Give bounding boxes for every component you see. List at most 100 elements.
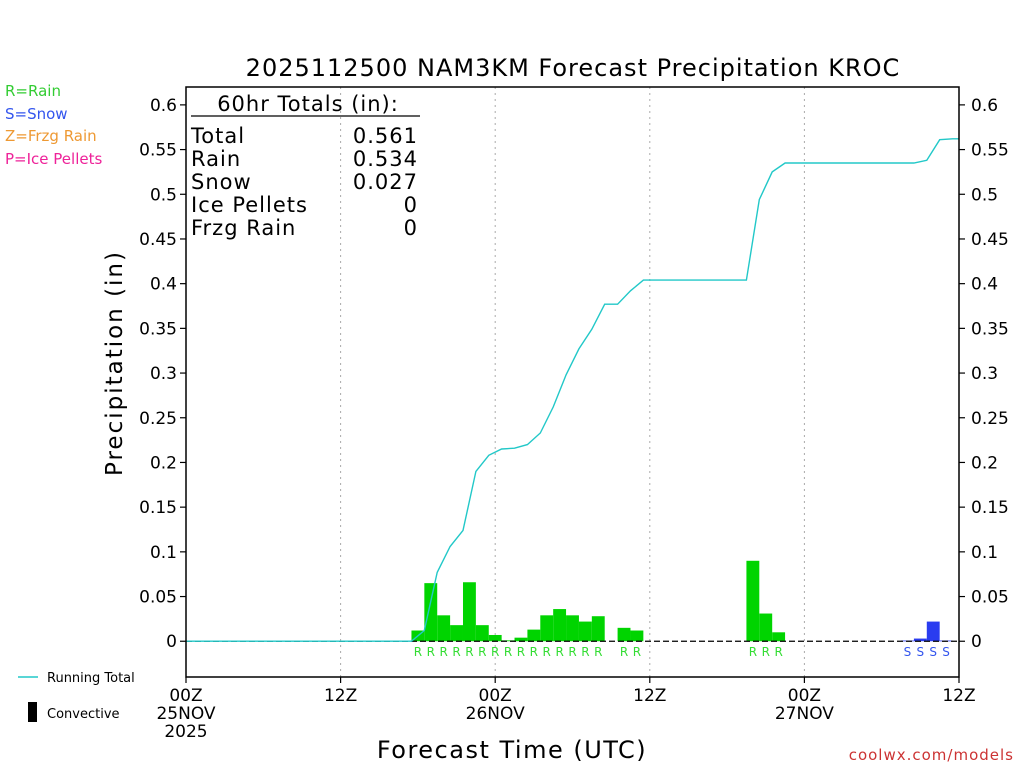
totals-value-0: 0.561	[353, 124, 418, 148]
y-axis-right: 0 0.05 0.1 0.15 0.2 0.25 0.3 0.35 0.4 0.45 0.5 0.55…	[959, 96, 1009, 652]
totals-label-2: Snow	[191, 170, 252, 194]
bar-hour-57	[913, 638, 927, 642]
precip-type-key: R=Rain S=Snow Z=Frzg Rain P=Ice Pellets	[5, 80, 102, 170]
bar-hour-29	[553, 609, 567, 642]
bar-hour-20	[437, 615, 451, 642]
totals-label-4: Frzg Rain	[191, 216, 296, 240]
type-letter-hour-44: R	[749, 645, 757, 659]
type-letter-hour-26: R	[517, 645, 525, 659]
ytick-label-left-8: 0.4	[150, 275, 177, 295]
bar-hour-31	[578, 621, 592, 642]
xtick-label-1-0: 12Z	[324, 686, 357, 706]
ytick-label-left-1: 0.05	[139, 588, 177, 608]
xtick-label-5-0: 12Z	[942, 686, 975, 706]
totals-value-2: 0.027	[353, 170, 418, 194]
xtick-label-3-0: 12Z	[633, 686, 666, 706]
totals-value-1: 0.534	[353, 147, 418, 171]
bar-hour-30	[566, 615, 579, 642]
type-letter-hour-27: R	[530, 645, 538, 659]
bar-hour-46	[772, 632, 786, 642]
bar-hour-35	[630, 630, 644, 642]
totals-value-4: 0	[404, 216, 418, 240]
ytick-label-right-8: 0.4	[971, 275, 998, 295]
ytick-label-left-9: 0.45	[139, 230, 177, 250]
xtick-label-0-2: 2025	[164, 722, 207, 742]
bar-hour-21	[450, 625, 463, 642]
bar-hour-22	[462, 582, 476, 642]
precip-bars	[411, 560, 953, 642]
ytick-label-right-12: 0.6	[971, 96, 998, 116]
legend-running-total-label: Running Total	[47, 671, 135, 686]
type-letter-hour-22: R	[465, 645, 473, 659]
ytick-label-right-6: 0.3	[971, 364, 998, 384]
ytick-label-left-11: 0.55	[139, 141, 177, 161]
bar-hour-24	[488, 634, 502, 642]
bar-hour-19	[424, 583, 438, 642]
bar-hour-27	[527, 629, 541, 642]
bottom-legend: Running Total Convective	[18, 671, 135, 722]
bar-hour-26	[514, 637, 528, 642]
legend-convective-label: Convective	[47, 707, 120, 722]
running-total-series	[186, 138, 959, 642]
y-axis-left: 0 0.05 0.1 0.15 0.2 0.25 0.3 0.35 0.4 0.45 0.5 0.55…	[139, 96, 186, 652]
bar-hour-45	[759, 613, 773, 642]
bar-hour-23	[475, 625, 489, 642]
type-letter-hour-32: R	[594, 645, 602, 659]
watermark: coolwx.com/models	[848, 746, 1014, 764]
type-letter-hour-56: S	[904, 645, 912, 659]
ytick-label-right-3: 0.15	[971, 498, 1009, 518]
type-letter-hour-29: R	[555, 645, 563, 659]
bar-hour-34	[617, 627, 631, 642]
totals-heading: 60hr Totals (in):	[217, 92, 399, 116]
bar-hour-58	[926, 621, 940, 642]
ytick-label-left-7: 0.35	[139, 319, 177, 339]
totals-label-3: Ice Pellets	[191, 193, 308, 217]
type-letter-hour-28: R	[543, 645, 551, 659]
totals-label-1: Rain	[191, 147, 241, 171]
xtick-label-2-1: 26NOV	[466, 704, 525, 724]
bar-hour-28	[540, 615, 554, 642]
xtick-label-2-0: 00Z	[479, 686, 512, 706]
type-letter-hour-45: R	[762, 645, 770, 659]
vertical-gridlines	[340, 87, 805, 677]
ytick-label-left-3: 0.15	[139, 498, 177, 518]
ytick-label-right-10: 0.5	[971, 185, 998, 205]
totals-value-3: 0	[404, 193, 418, 217]
bar-hour-32	[591, 616, 605, 642]
bar-hour-25	[501, 640, 515, 642]
ytick-label-left-10: 0.5	[150, 185, 177, 205]
type-key-R: R=Rain	[5, 82, 61, 100]
x-axis-label: Forecast Time (UTC)	[377, 736, 647, 764]
ytick-label-right-11: 0.55	[971, 141, 1009, 161]
ytick-label-left-6: 0.3	[150, 364, 177, 384]
xtick-label-0-0: 00Z	[169, 686, 202, 706]
ytick-label-left-4: 0.2	[150, 453, 177, 473]
ytick-label-left-12: 0.6	[150, 96, 177, 116]
ytick-label-left-2: 0.1	[150, 543, 177, 563]
ytick-label-left-5: 0.25	[139, 409, 177, 429]
type-letter-hour-58: S	[929, 645, 937, 659]
type-letter-hour-34: R	[620, 645, 628, 659]
type-key-S: S=Snow	[5, 104, 68, 123]
ytick-label-right-7: 0.35	[971, 319, 1009, 339]
running-total-line	[186, 138, 959, 642]
type-letter-hour-59: S	[942, 645, 950, 659]
xtick-label-4-0: 00Z	[788, 686, 821, 706]
ytick-label-right-0: 0	[971, 632, 982, 652]
chart-title: 2025112500 NAM3KM Forecast Precipitation…	[246, 54, 901, 82]
y-axis-label: Precipitation (in)	[102, 250, 128, 476]
ytick-label-right-5: 0.25	[971, 409, 1009, 429]
type-letter-hour-57: S	[917, 645, 925, 659]
ytick-label-left-0: 0	[166, 632, 177, 652]
xtick-label-4-1: 27NOV	[775, 704, 834, 724]
bar-hour-44	[746, 560, 760, 642]
type-letter-hour-20: R	[439, 645, 447, 659]
type-letter-hour-46: R	[774, 645, 782, 659]
plot-frame	[185, 86, 960, 678]
ytick-label-right-4: 0.2	[971, 453, 998, 473]
totals-label-0: Total	[190, 124, 245, 148]
type-letter-hour-23: R	[478, 645, 486, 659]
